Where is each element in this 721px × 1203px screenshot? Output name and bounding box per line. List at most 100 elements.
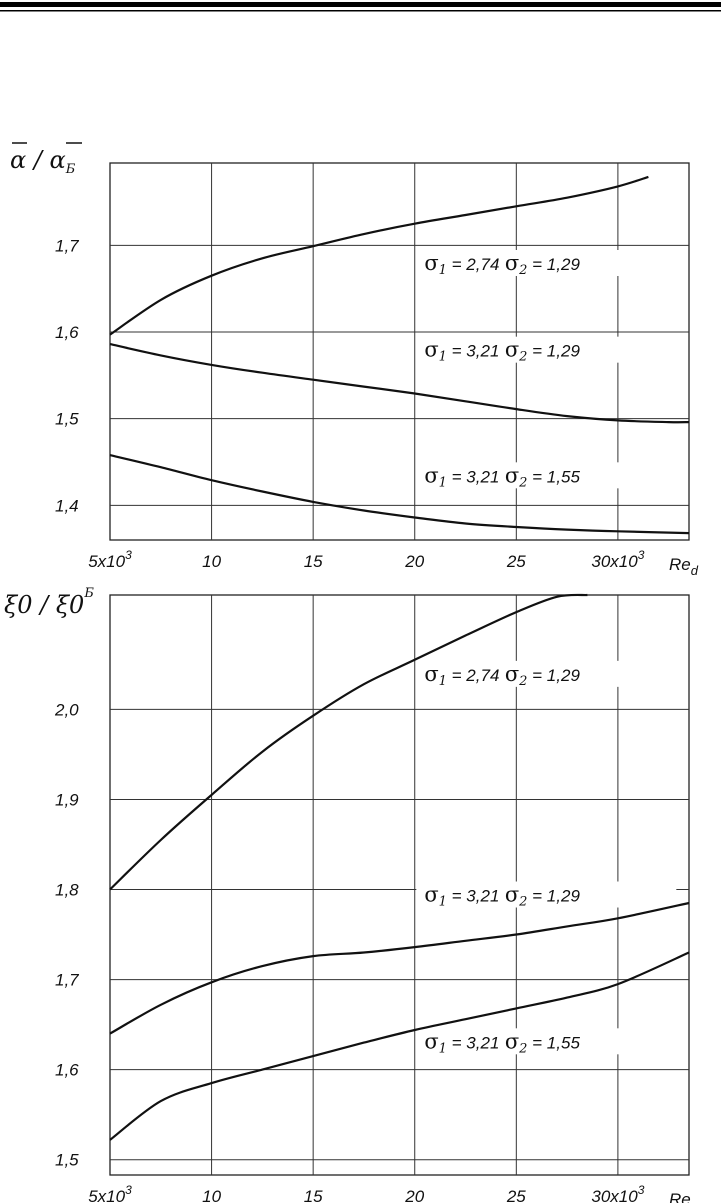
sigma-symbol: σ: [505, 1029, 519, 1053]
x-tick-label: 20: [404, 1187, 424, 1203]
y-axis-label-sup: Б: [83, 586, 94, 601]
x-tick-text: 25: [506, 1187, 526, 1203]
y-tick-label: 1,5: [55, 410, 79, 429]
x-tick-text: 5x10: [88, 552, 125, 571]
y-tick-label: 1,4: [55, 496, 79, 515]
x-tick-sup: 3: [638, 1183, 645, 1197]
annotation-bg: [416, 462, 677, 489]
annotation-bg: [416, 660, 677, 687]
y-axis-label: ξ0 / ξ0Б: [4, 586, 94, 619]
sigma-symbol: σ: [505, 338, 519, 362]
x-tick-label: 20: [404, 552, 424, 571]
x-tick-label: 25: [506, 1187, 526, 1203]
x-axis-label-text: Re: [669, 555, 691, 574]
y-axis-label: α / αБ: [10, 146, 76, 177]
sigma-value: = 2,74: [447, 666, 499, 685]
y-tick-label: 1,6: [55, 323, 79, 342]
sigma-value: = 3,21: [447, 467, 499, 486]
x-axis-label-sub: d: [691, 563, 699, 578]
sigma-symbol: σ: [424, 1029, 438, 1053]
x-tick-sup: 3: [125, 548, 132, 562]
annotation-bg: [416, 1028, 677, 1055]
x-axis-label-sub: э: [691, 1198, 697, 1203]
x-tick-text: 5x10: [88, 1187, 125, 1203]
x-tick-label: 15: [304, 1187, 323, 1203]
sigma-symbol: σ: [424, 463, 438, 487]
sigma-sub: 2: [518, 263, 527, 278]
x-tick-text: 30x10: [591, 1187, 638, 1203]
x-tick-text: 30x10: [591, 552, 638, 571]
series-annotation: σ1 = 3,21 σ2 = 1,55: [424, 1029, 580, 1056]
x-axis-label: Reэ: [669, 1190, 697, 1203]
y-tick-label: 1,5: [55, 1151, 79, 1170]
series-line-1: [109, 175, 649, 336]
sigma-symbol: σ: [505, 662, 519, 686]
sigma-sub: 2: [518, 350, 527, 365]
sigma-symbol: σ: [424, 338, 438, 362]
header-rule-thin: [0, 10, 721, 12]
x-tick-text: 10: [202, 1187, 221, 1203]
sigma-value: = 1,55: [527, 467, 580, 486]
x-tick-text: 20: [404, 1187, 424, 1203]
sigma-symbol: σ: [505, 883, 519, 907]
sigma-sub: 2: [518, 1041, 527, 1056]
sigma-sub: 2: [518, 674, 527, 689]
y-tick-label: 2,0: [54, 700, 79, 719]
x-tick-label: 30x103: [591, 548, 644, 571]
sigma-sub: 1: [439, 263, 447, 278]
x-tick-label: 15: [304, 552, 323, 571]
sigma-value: = 1,29: [527, 255, 580, 274]
series-annotation: σ1 = 2,74 σ2 = 1,29: [424, 251, 580, 278]
x-axis-label-text: Re: [669, 1190, 691, 1203]
plot-frame: [109, 594, 690, 1176]
series-annotation: σ1 = 3,21 σ2 = 1,55: [424, 463, 580, 490]
x-tick-sup: 3: [125, 1183, 132, 1197]
y-axis-label-sub: Б: [65, 162, 76, 177]
sigma-symbol: σ: [424, 662, 438, 686]
sigma-symbol: σ: [505, 463, 519, 487]
x-tick-text: 15: [304, 1187, 323, 1203]
x-tick-label: 5x103: [88, 1183, 132, 1203]
annotation-bg: [416, 336, 677, 363]
x-tick-label: 30x103: [591, 1183, 644, 1203]
sigma-symbol: σ: [424, 883, 438, 907]
sigma-symbol: σ: [505, 251, 519, 275]
sigma-value: = 1,29: [527, 666, 580, 685]
y-tick-label: 1,7: [55, 236, 79, 255]
sigma-value: = 3,21: [447, 342, 499, 361]
sigma-sub: 1: [439, 350, 447, 365]
x-tick-label: 10: [202, 1187, 221, 1203]
series-line-1: [109, 593, 588, 891]
chart-panel-2: 1,51,61,71,81,92,05x1031015202530x103Reэ…: [4, 586, 697, 1203]
sigma-value: = 3,21: [447, 1033, 499, 1052]
x-tick-text: 20: [404, 552, 424, 571]
x-tick-label: 25: [506, 552, 526, 571]
annotation-bg: [416, 250, 677, 276]
series-line-3: [109, 454, 690, 535]
series-annotation: σ1 = 2,74 σ2 = 1,29: [424, 662, 580, 689]
sigma-value: = 2,74: [447, 255, 499, 274]
x-tick-sup: 3: [638, 548, 645, 562]
sigma-value: = 1,29: [527, 887, 580, 906]
sigma-sub: 1: [439, 1041, 447, 1056]
plot-frame: [109, 162, 690, 541]
y-tick-label: 1,9: [55, 790, 79, 809]
series-annotation: σ1 = 3,21 σ2 = 1,29: [424, 883, 580, 910]
sigma-sub: 1: [439, 475, 447, 490]
x-axis-label: Red: [669, 555, 699, 578]
series-line-3: [109, 951, 690, 1141]
sigma-sub: 2: [518, 895, 527, 910]
y-tick-label: 1,7: [55, 971, 79, 990]
sigma-symbol: σ: [424, 251, 438, 275]
sigma-sub: 1: [439, 674, 447, 689]
x-tick-label: 10: [202, 552, 221, 571]
sigma-value: = 1,55: [527, 1033, 580, 1052]
series-line-2: [109, 901, 690, 1035]
sigma-sub: 1: [439, 895, 447, 910]
y-axis-label-text: ξ0 / ξ0: [4, 591, 84, 619]
series-annotation: σ1 = 3,21 σ2 = 1,29: [424, 338, 580, 365]
series-line-2: [109, 343, 690, 424]
